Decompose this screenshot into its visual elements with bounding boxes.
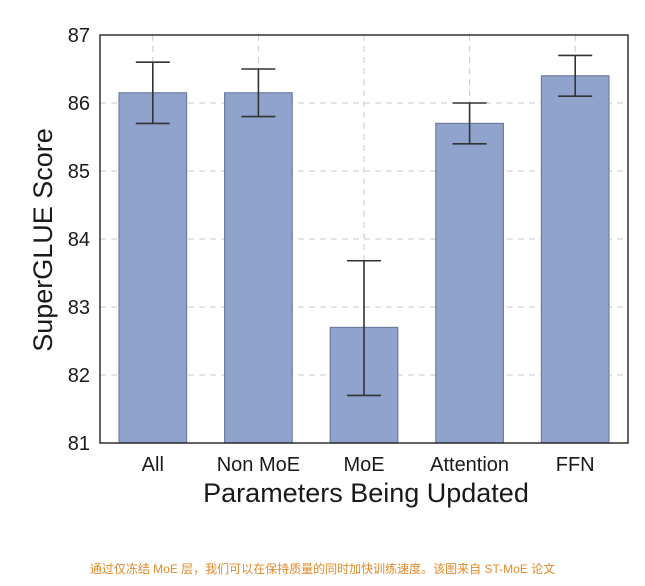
y-tick-label: 83 [68, 297, 90, 319]
x-axis-title: Parameters Being Updated [203, 478, 529, 508]
bar-attention [435, 122, 504, 444]
error-bar [135, 61, 170, 125]
x-tick-labels: All Non MoE MoE Attention FFN [142, 454, 595, 476]
bar-non-moe [224, 92, 293, 444]
y-tick-label: 87 [68, 25, 90, 47]
y-tick-label: 81 [68, 433, 90, 455]
error-bars [135, 54, 593, 397]
plot-frame [99, 34, 629, 444]
y-tick-label: 86 [68, 93, 90, 115]
error-bar [452, 102, 487, 145]
x-tick-label: Attention [430, 454, 509, 476]
y-tick-label: 84 [68, 229, 90, 251]
y-tick-labels: 81 82 83 84 85 86 87 [68, 25, 90, 455]
bar-ffn [540, 75, 610, 444]
error-bar [347, 259, 381, 397]
error-bar [241, 68, 276, 118]
x-tick-label: All [142, 454, 164, 476]
x-tick-label: Non MoE [217, 454, 300, 476]
x-tick-label: MoE [343, 454, 384, 476]
y-axis-title: SuperGLUE Score [28, 128, 58, 352]
bar-all [118, 92, 188, 444]
x-tick-label: FFN [556, 454, 595, 476]
y-tick-label: 85 [68, 161, 90, 183]
figure-caption: 通过仅冻结 MoE 层，我们可以在保持质量的同时加快训练速度。该图来自 ST-M… [89, 562, 556, 576]
error-bar [558, 54, 593, 97]
y-tick-label: 82 [68, 365, 90, 387]
